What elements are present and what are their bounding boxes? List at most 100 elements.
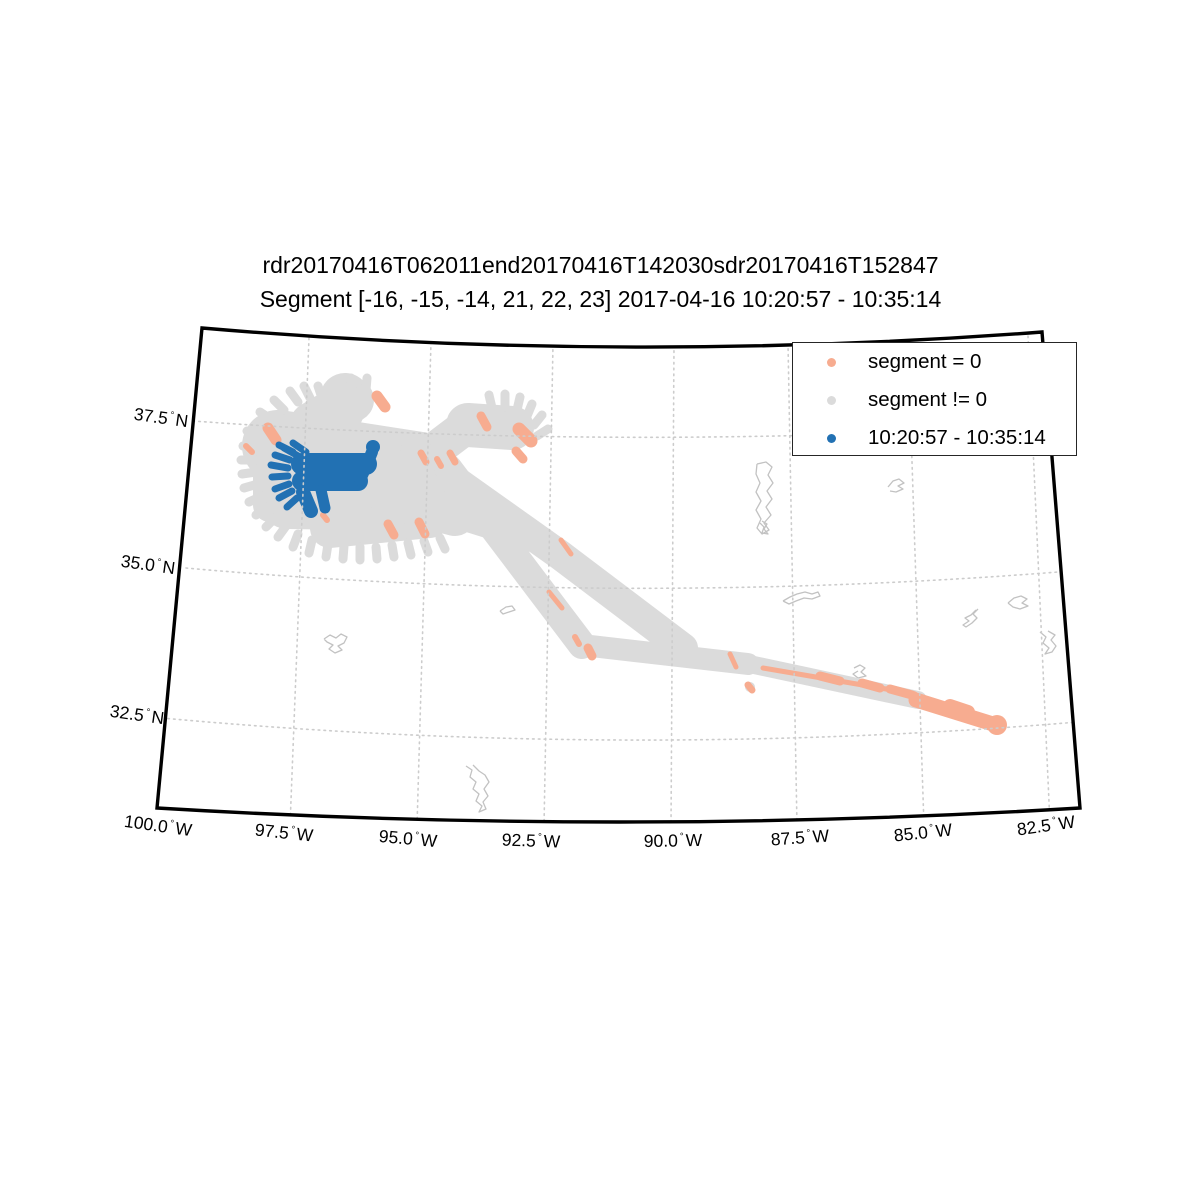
gray-track-spoke bbox=[522, 399, 537, 421]
gray-track-dot bbox=[443, 524, 451, 532]
salmon-track-segment bbox=[417, 449, 430, 466]
salmon-track-segment bbox=[512, 422, 538, 448]
salmon-track-segment bbox=[446, 449, 459, 466]
gray-track-spoke bbox=[313, 381, 327, 403]
segment-not-0-marker-icon bbox=[827, 395, 836, 405]
parallel-gridline bbox=[185, 567, 1072, 590]
graticule bbox=[161, 335, 1079, 822]
lon-tick-label: 87.5°W bbox=[770, 825, 830, 850]
gray-track-spoke bbox=[269, 395, 289, 415]
blue-track-segment bbox=[271, 451, 294, 464]
blue-track-segment bbox=[354, 446, 378, 486]
gray-track-spoke bbox=[338, 541, 349, 564]
salmon-track-segment bbox=[815, 671, 845, 686]
series-segment-0 bbox=[243, 390, 1007, 735]
segment-0-marker-icon bbox=[827, 357, 836, 367]
salmon-track-segment bbox=[414, 517, 430, 539]
salmon-track-segment bbox=[371, 390, 391, 413]
gray-track-spoke bbox=[273, 521, 291, 542]
meridian-gridline bbox=[787, 342, 798, 822]
gray-track-spoke bbox=[371, 542, 382, 564]
plot-title: rdr20170416T062011end20170416T142030sdr2… bbox=[262, 252, 939, 278]
blue-track-segment bbox=[271, 480, 293, 493]
blue-track-segment bbox=[268, 472, 292, 481]
lon-tick-label: 92.5 °W bbox=[501, 829, 561, 852]
legend-item-segment-not-0: segment != 0 bbox=[793, 381, 1076, 419]
legend-label: segment != 0 bbox=[868, 388, 988, 411]
blue-track-dot bbox=[366, 440, 380, 454]
coastline bbox=[1007, 595, 1029, 610]
salmon-track-segment bbox=[511, 446, 528, 464]
coastline bbox=[887, 478, 905, 493]
gray-track-spoke bbox=[512, 392, 525, 415]
salmon-track-segment bbox=[383, 519, 399, 540]
gray-track-dot bbox=[483, 528, 491, 536]
gray-track-spoke bbox=[403, 538, 416, 560]
legend-item-time-window: 10:20:57 - 10:35:14 bbox=[793, 419, 1076, 457]
salmon-track-segment bbox=[546, 589, 565, 611]
gray-track-spoke bbox=[285, 386, 303, 407]
gray-track-spoke bbox=[329, 376, 341, 398]
time-window-marker-icon bbox=[827, 433, 836, 443]
blue-track-segment bbox=[289, 439, 310, 456]
gray-track-spoke bbox=[239, 479, 263, 493]
salmon-track-segment bbox=[744, 681, 756, 694]
salmon-track-segment bbox=[476, 411, 492, 432]
coastline bbox=[759, 520, 769, 535]
meridian-gridline bbox=[543, 343, 554, 822]
salmon-track-dot bbox=[987, 715, 1007, 735]
coastline bbox=[755, 461, 774, 535]
coastline bbox=[465, 764, 490, 813]
salmon-track-segment bbox=[572, 634, 582, 647]
gray-track-spoke bbox=[237, 467, 261, 479]
salmon-track-segment bbox=[943, 699, 975, 719]
gray-track-spoke bbox=[484, 390, 497, 413]
gray-track-spoke bbox=[532, 424, 553, 441]
legend-label: segment = 0 bbox=[868, 350, 982, 373]
salmon-track-segment bbox=[262, 422, 282, 446]
gray-track-spoke bbox=[255, 407, 277, 425]
meridian-gridline bbox=[289, 337, 310, 822]
coastline bbox=[499, 605, 516, 615]
blue-track-segment bbox=[267, 461, 292, 472]
salmon-track-segment bbox=[558, 537, 574, 557]
coastline bbox=[323, 633, 348, 654]
salmon-track-segment bbox=[320, 512, 330, 523]
salmon-track-segment bbox=[857, 678, 885, 693]
parallel-gridline bbox=[161, 717, 1079, 741]
coastline bbox=[852, 664, 867, 679]
meridian-gridline bbox=[670, 344, 675, 822]
series-time-window bbox=[267, 439, 380, 518]
salmon-track-segment bbox=[434, 456, 444, 469]
salmon-track-segment bbox=[727, 651, 739, 670]
gray-track-dot bbox=[336, 529, 344, 537]
gray-track-spoke bbox=[529, 410, 547, 430]
gray-track-spoke bbox=[361, 373, 372, 395]
legend-item-segment-0: segment = 0 bbox=[793, 343, 1076, 381]
gray-track-spoke bbox=[321, 539, 333, 562]
map-contents bbox=[161, 335, 1079, 822]
gray-track-spoke bbox=[242, 426, 267, 441]
legend: segment = 0 segment != 0 10:20:57 - 10:3… bbox=[792, 342, 1077, 456]
meridian-gridline bbox=[416, 341, 432, 822]
lon-tick-label: 90.0 ° W bbox=[643, 829, 703, 852]
gray-track-segment bbox=[434, 454, 596, 659]
gray-track-spoke bbox=[346, 373, 357, 395]
gray-track-spoke bbox=[288, 529, 303, 552]
blue-track-segment bbox=[283, 494, 301, 511]
gray-track-dot bbox=[313, 521, 321, 529]
blue-track-segment bbox=[296, 485, 318, 518]
salmon-track-segment bbox=[243, 443, 255, 455]
map-border bbox=[155, 326, 1082, 824]
salmon-track-segment bbox=[583, 643, 597, 661]
coastline bbox=[962, 608, 979, 628]
blue-track-segment bbox=[315, 484, 331, 514]
gray-track-spoke bbox=[251, 502, 273, 520]
gray-track-spoke bbox=[387, 540, 399, 562]
plot-subtitle: Segment [-16, -15, -14, 21, 22, 23] 2017… bbox=[259, 286, 942, 312]
gray-track-spoke bbox=[261, 512, 281, 532]
gray-track-spoke bbox=[435, 533, 450, 554]
legend-label: 10:20:57 - 10:35:14 bbox=[868, 426, 1046, 449]
